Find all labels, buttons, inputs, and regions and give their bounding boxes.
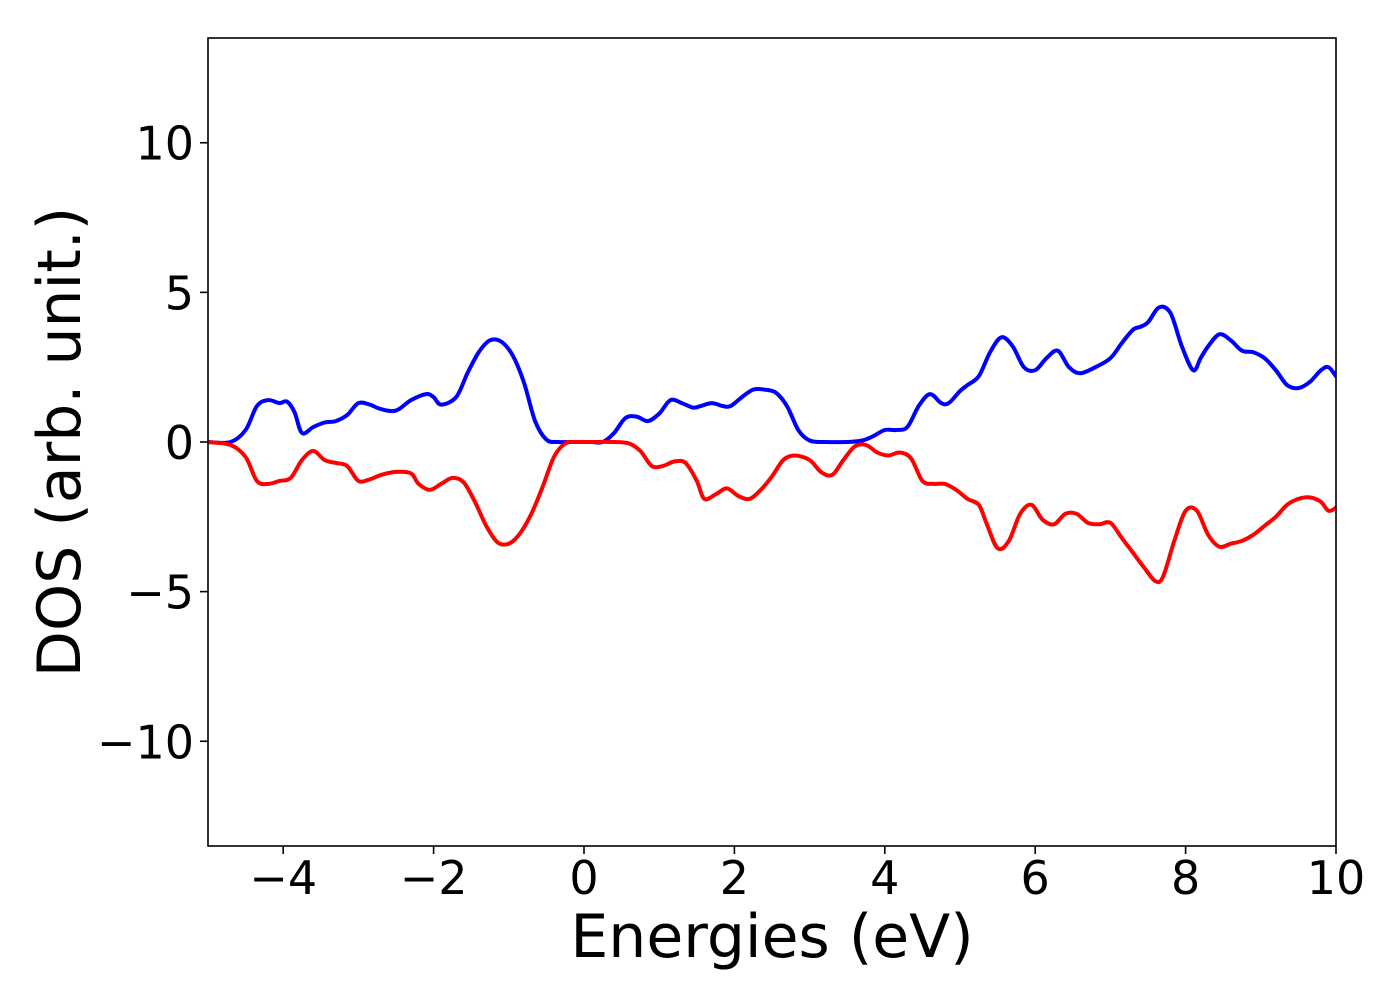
y-tick-label: −5 — [126, 566, 194, 620]
y-tick-label: 0 — [165, 416, 194, 470]
series-line-blue — [208, 304, 1336, 445]
x-tick-label: 0 — [569, 851, 598, 905]
x-axis-ticks: −4 −2 0 2 4 6 8 10 — [249, 846, 1365, 905]
series-layer — [208, 304, 1336, 585]
x-tick-label: −4 — [249, 851, 317, 905]
x-tick-label: 2 — [720, 851, 749, 905]
y-tick-label: 10 — [135, 117, 194, 171]
series-line-red — [208, 439, 1336, 585]
x-tick-label: 4 — [870, 851, 899, 905]
x-tick-label: 10 — [1307, 851, 1366, 905]
x-tick-label: 6 — [1021, 851, 1050, 905]
plot-background — [208, 38, 1336, 846]
y-axis-ticks: −10 −5 0 5 10 — [97, 117, 208, 769]
y-axis-title: DOS (arb. unit.) — [25, 207, 95, 677]
y-tick-label: 5 — [165, 266, 194, 320]
x-tick-label: −2 — [400, 851, 468, 905]
y-tick-label: −10 — [97, 715, 194, 769]
x-tick-label: 8 — [1171, 851, 1200, 905]
x-axis-title: Energies (eV) — [570, 902, 973, 972]
